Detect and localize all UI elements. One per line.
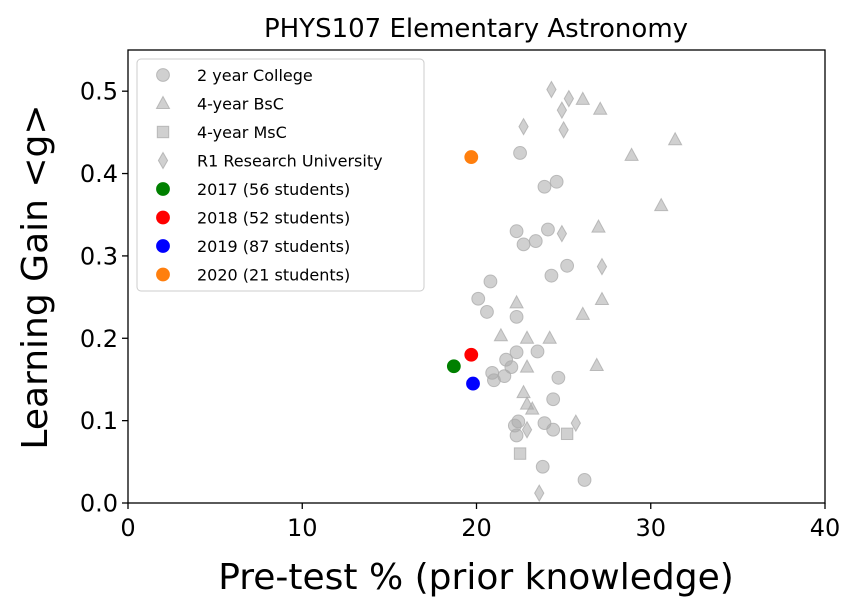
point-2-year-college <box>530 344 545 359</box>
point-2-year-college <box>549 174 564 189</box>
point-4-year-bsc <box>509 294 524 309</box>
point-4-year-bsc <box>653 197 669 212</box>
point-4-year-bsc <box>524 401 540 415</box>
x-tick-label: 0 <box>120 514 135 542</box>
point-4-year-bsc <box>667 131 683 146</box>
y-tick-label: 0.0 <box>80 490 118 518</box>
point-4-year-bsc <box>575 306 591 320</box>
point-2017-56-students <box>446 359 461 374</box>
legend-label-r1-research-university: R1 Research University <box>197 152 383 171</box>
point-4-year-bsc <box>591 219 606 233</box>
point-2-year-college <box>551 370 566 385</box>
point-4-year-bsc <box>516 384 531 399</box>
legend-box <box>136 58 425 292</box>
point-2018-52-students <box>464 347 479 362</box>
y-tick-label: 0.2 <box>80 325 118 353</box>
point-r1-research-university <box>534 484 545 503</box>
point-2-year-college <box>577 473 592 487</box>
point-2-year-college <box>487 373 501 388</box>
point-r1-research-university <box>596 257 608 276</box>
legend-marker-4-year-bsc <box>155 95 171 109</box>
point-r1-research-university <box>563 89 575 108</box>
point-2020-21-students <box>464 150 479 164</box>
data-points <box>446 80 683 503</box>
point-4-year-bsc <box>493 327 509 342</box>
y-axis-label: Learning Gain <g> <box>15 104 56 449</box>
point-4-year-bsc <box>519 359 535 373</box>
x-tick-label: 40 <box>810 514 841 542</box>
legend-label-4-year-msc: 4-year MsC <box>197 123 287 142</box>
point-2-year-college <box>480 305 494 319</box>
point-2-year-college <box>537 179 552 194</box>
point-r1-research-university <box>556 101 568 120</box>
legend-marker-2020-21-students <box>156 267 170 282</box>
legend-marker-2017-56-students <box>156 182 170 196</box>
point-2-year-college <box>509 428 524 443</box>
legend-marker-r1-research-university <box>157 151 169 170</box>
point-2-year-college <box>560 258 575 273</box>
point-2-year-college <box>509 345 524 360</box>
axes: 0 10 20 30 40 0.0 0.1 0.2 0.3 0.4 0.5 <box>80 78 840 542</box>
x-tick-label: 30 <box>635 514 666 542</box>
point-4-year-msc <box>560 427 574 441</box>
point-r1-research-university <box>518 117 529 136</box>
y-tick-label: 0.5 <box>80 78 118 106</box>
x-tick-label: 20 <box>461 514 492 542</box>
point-4-year-bsc <box>575 91 591 105</box>
point-r1-research-university <box>556 224 568 243</box>
point-2-year-college <box>546 422 561 437</box>
legend-marker-2-year-college <box>156 68 170 82</box>
point-4-year-bsc <box>594 291 610 306</box>
point-r1-research-university <box>546 80 557 99</box>
point-2-year-college <box>471 291 486 306</box>
x-axis-label: Pre-test % (prior knowledge) <box>218 557 734 598</box>
point-4-year-bsc <box>624 147 639 161</box>
y-tick-label: 0.1 <box>80 407 118 435</box>
y-tick-label: 0.3 <box>80 242 118 270</box>
point-2-year-college <box>509 309 524 324</box>
point-4-year-bsc <box>592 101 608 115</box>
point-2-year-college <box>546 392 561 407</box>
point-4-year-bsc <box>519 330 535 344</box>
legend-label-2018-52-students: 2018 (52 students) <box>197 209 350 228</box>
legend-label-2019-87-students: 2019 (87 students) <box>197 237 350 256</box>
point-r1-research-university <box>558 120 569 139</box>
x-tick-label: 10 <box>287 514 318 542</box>
point-2-year-college <box>509 224 524 239</box>
point-2-year-college <box>528 234 543 248</box>
legend: 2 year College 4-year BsC 4-year MsC R1 Res… <box>136 58 425 292</box>
point-r1-research-university <box>521 420 533 439</box>
legend-label-2020-21-students: 2020 (21 students) <box>197 266 350 285</box>
legend-marker-2018-52-students <box>156 210 170 225</box>
y-tick-label: 0.4 <box>80 160 118 188</box>
point-4-year-bsc <box>589 357 605 371</box>
point-2-year-college <box>504 360 519 375</box>
point-2-year-college <box>544 268 559 283</box>
point-2-year-college <box>483 274 498 289</box>
point-r1-research-university <box>570 414 581 433</box>
point-2-year-college <box>516 237 531 252</box>
point-2-year-college <box>535 459 550 474</box>
legend-marker-2019-87-students <box>156 239 170 253</box>
legend-label-2-year-college: 2 year College <box>197 66 313 85</box>
point-4-year-bsc <box>542 330 558 344</box>
chart-title: PHYS107 Elementary Astronomy <box>264 14 688 44</box>
point-2-year-college <box>541 222 555 237</box>
legend-label-4-year-bsc: 4-year BsC <box>197 95 284 114</box>
point-4-year-msc <box>513 447 527 460</box>
point-2-year-college <box>513 146 527 160</box>
legend-marker-4-year-msc <box>156 125 170 139</box>
legend-label-2017-56-students: 2017 (56 students) <box>197 180 350 199</box>
point-2019-87-students <box>466 376 480 391</box>
